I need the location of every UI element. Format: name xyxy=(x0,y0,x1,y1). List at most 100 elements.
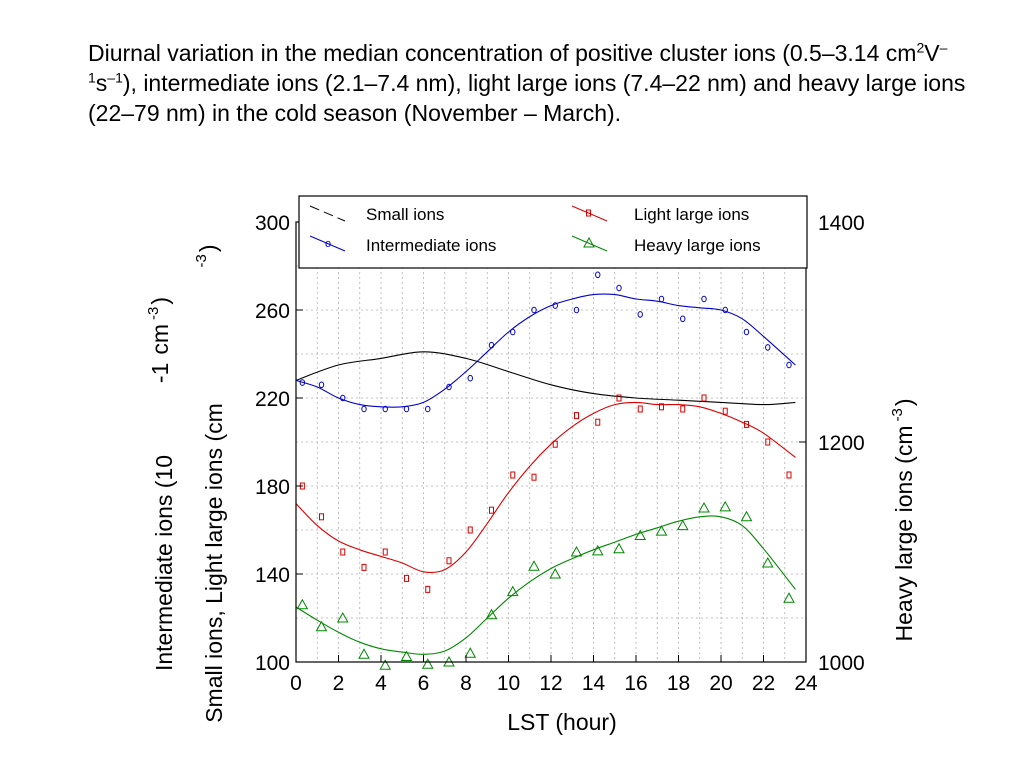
data-point-intermediate xyxy=(488,341,495,349)
ylabel-left-close2: ) xyxy=(195,244,221,252)
data-point-intermediate xyxy=(786,361,792,369)
legend-label-small: Small ions xyxy=(366,205,444,224)
data-point-heavy xyxy=(613,542,625,554)
x-tick-label: 16 xyxy=(624,672,647,695)
data-point-heavy xyxy=(421,658,434,669)
data-point-light xyxy=(446,557,452,565)
legend-marker-heavy xyxy=(583,236,595,248)
data-point-heavy xyxy=(591,544,604,556)
x-axis-label: LST (hour) xyxy=(507,709,617,735)
data-point-intermediate xyxy=(680,315,686,323)
x-tick-label: 14 xyxy=(582,672,606,695)
data-point-intermediate xyxy=(299,379,306,386)
data-point-intermediate xyxy=(446,383,452,391)
caption-part-3: s xyxy=(95,70,108,96)
data-point-light xyxy=(510,471,516,479)
data-point-intermediate xyxy=(340,394,346,402)
ylabel-right-close: ) xyxy=(891,398,917,406)
caption-part-2: V xyxy=(924,40,940,66)
series-light xyxy=(295,394,796,593)
y-axis-left-label-unit2: -3) xyxy=(193,244,221,267)
data-point-heavy xyxy=(464,647,477,658)
caption-sup-1: 2 xyxy=(916,39,925,56)
data-point-light xyxy=(552,440,558,448)
x-tick-label: 24 xyxy=(794,672,818,695)
data-point-light xyxy=(382,548,388,556)
y-right-tick-label: 1400 xyxy=(818,212,865,235)
y-axis-left-label-line1: Intermediate ions (10 xyxy=(151,455,177,671)
data-point-heavy xyxy=(655,525,668,536)
y-left-tick-label: 300 xyxy=(255,212,290,235)
data-point-heavy xyxy=(740,510,753,522)
legend-swatch-small xyxy=(309,205,346,222)
y-axis-left-label-line1-text: Intermediate ions (10 xyxy=(151,455,177,671)
caption-part-4: ), intermediate ions (2.1–7.4 nm), light… xyxy=(88,70,966,126)
y-left-tick-label: 100 xyxy=(255,652,290,675)
y-axis-left-label-line2-text: Small ions, Light large ions (cm xyxy=(201,403,227,723)
data-point-heavy xyxy=(676,519,689,531)
y-axis-left-label-unit: -1 cm -3) xyxy=(145,297,173,383)
data-point-heavy xyxy=(315,620,328,632)
legend-label-heavy: Heavy large ions xyxy=(634,236,761,255)
ylabel-right-main: Heavy large ions (cm xyxy=(891,425,917,641)
data-point-intermediate xyxy=(637,311,643,318)
y-left-tick-label: 140 xyxy=(255,564,290,587)
ylabel-left-sup: -1 xyxy=(147,363,173,383)
ylabel-left-close: ) xyxy=(147,297,173,305)
series-line-intermediate xyxy=(295,293,796,408)
data-point-heavy xyxy=(336,611,349,623)
x-tick-label: 0 xyxy=(290,672,302,695)
data-point-light xyxy=(340,548,346,556)
y-left-tick-label: 260 xyxy=(255,300,290,323)
chart-caption: Diurnal variation in the median concentr… xyxy=(88,38,968,128)
data-point-light xyxy=(489,506,494,514)
data-point-light xyxy=(574,412,579,420)
data-point-heavy xyxy=(506,585,519,597)
series-line-small xyxy=(295,351,796,406)
data-point-heavy xyxy=(570,545,583,557)
y-left-tick-label: 180 xyxy=(255,476,290,499)
data-point-heavy xyxy=(549,567,562,579)
data-point-light xyxy=(404,574,409,582)
series-line-light xyxy=(295,401,796,574)
legend-label-intermediate: Intermediate ions xyxy=(366,236,496,255)
data-point-heavy xyxy=(485,608,498,620)
y-right-tick-label: 1200 xyxy=(818,432,865,455)
data-point-intermediate xyxy=(616,284,622,292)
caption-part-1: Diurnal variation in the median concentr… xyxy=(88,40,917,66)
ylabel-left-cm: cm xyxy=(147,324,173,355)
x-tick-label: 2 xyxy=(333,672,345,695)
data-point-light xyxy=(765,438,771,446)
legend-swatch-light xyxy=(571,205,608,222)
axis-ticks: 0 2 4 6 8 10 12 14 16 18 20 22 241001401802202603001… xyxy=(255,212,865,695)
data-point-heavy xyxy=(296,598,309,610)
series-layer xyxy=(295,271,796,670)
data-point-light xyxy=(786,471,792,479)
data-point-light xyxy=(595,418,601,426)
caption-sup-3: –1 xyxy=(107,69,123,86)
y-axis-left-label-unit-text: -1 cm -3) xyxy=(145,297,173,383)
data-point-heavy xyxy=(761,556,774,568)
data-point-light xyxy=(744,420,749,428)
data-point-light xyxy=(659,403,664,411)
data-point-heavy xyxy=(528,560,540,571)
data-point-intermediate xyxy=(722,306,728,314)
data-point-intermediate xyxy=(552,302,558,309)
data-point-intermediate xyxy=(318,381,325,389)
data-point-light xyxy=(319,513,324,521)
data-point-intermediate xyxy=(467,374,473,382)
x-tick-label: 10 xyxy=(497,672,520,695)
x-tick-label: 6 xyxy=(418,672,430,695)
y-axis-left-label-line2: Small ions, Light large ions (cm xyxy=(201,403,227,723)
data-point-light xyxy=(361,563,367,571)
legend-swatch-intermediate xyxy=(309,235,346,252)
y-axis-left-label-unit2-text: -3) xyxy=(193,244,221,267)
data-point-intermediate xyxy=(403,405,410,413)
data-point-intermediate xyxy=(531,306,537,314)
series-heavy xyxy=(295,500,796,670)
data-point-heavy xyxy=(634,529,647,540)
legend-label-light: Light large ions xyxy=(634,205,749,224)
data-point-light xyxy=(637,405,643,413)
y-axis-right-label-text: Heavy large ions (cm -3) xyxy=(889,398,917,641)
